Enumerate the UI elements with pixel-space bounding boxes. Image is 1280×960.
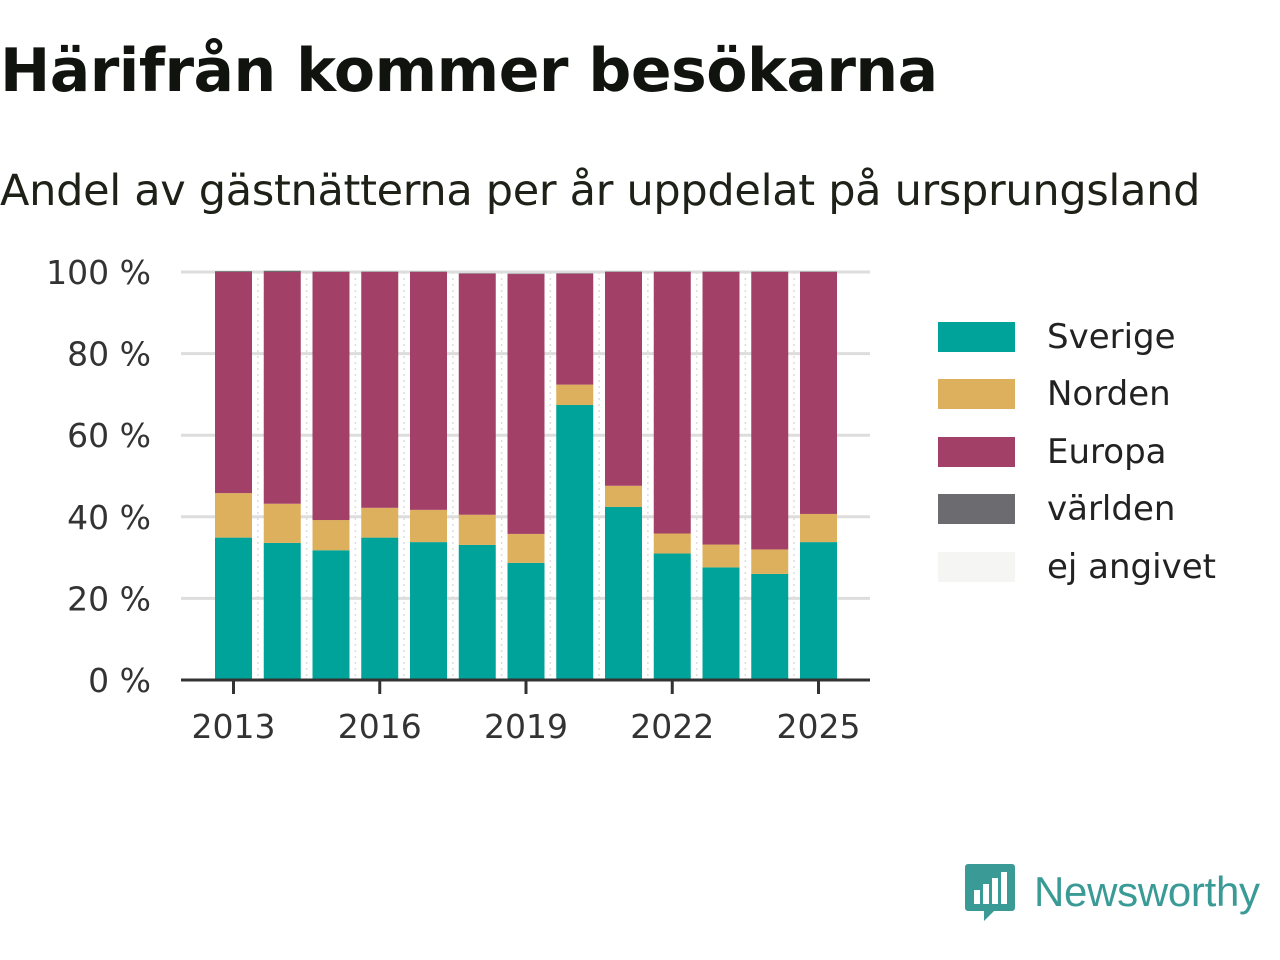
x-tick-label: 2013 <box>192 707 276 746</box>
bar-segment-sverige-2017 <box>410 542 447 680</box>
bar-segment-sverige-2016 <box>361 537 399 680</box>
legend-label: ej angivet <box>1047 546 1216 587</box>
bar-segment-norden-2014 <box>263 503 301 543</box>
bar-segment-sverige-2020 <box>556 405 594 680</box>
legend-swatch <box>938 494 1015 525</box>
bar-segment-europa-2016 <box>361 272 399 508</box>
bar-segment-norden-2021 <box>605 485 642 508</box>
legend-label: Europa <box>1047 431 1167 472</box>
chart-subtitle: Andel av gästnätterna per år uppdelat på… <box>0 166 1201 216</box>
bar-segment-norden-2024 <box>751 549 789 574</box>
x-tick-label: 2022 <box>630 707 714 746</box>
legend-label: världen <box>1047 489 1176 530</box>
bar-segment-sverige-2023 <box>702 567 740 680</box>
bar-segment-norden-2023 <box>702 544 740 568</box>
legend-swatch <box>938 551 1015 582</box>
bar-segment-norden-2018 <box>458 514 496 545</box>
bar-segment-norden-2013 <box>215 493 252 538</box>
bar-segment-europa-2024 <box>751 272 789 550</box>
brand-logo: Newsworthy <box>964 862 1260 922</box>
bar-segment-norden-2020 <box>556 384 594 406</box>
bar-segment-norden-2022 <box>653 533 691 554</box>
x-tick-label: 2025 <box>777 707 861 746</box>
legend-item: världen <box>938 481 1216 539</box>
bar-segment-europa-2021 <box>605 272 642 486</box>
bar-segment-europa-2018 <box>458 273 496 515</box>
bar-segment-sverige-2019 <box>507 562 545 680</box>
bar-segment-sverige-2025 <box>800 542 837 680</box>
chart-legend: Sverige Norden Europa världen ej angivet <box>938 308 1216 596</box>
x-tick-label: 2019 <box>484 707 568 746</box>
legend-item: Europa <box>938 423 1216 481</box>
bar-segment-sverige-2013 <box>215 537 252 680</box>
legend-swatch <box>938 321 1015 352</box>
legend-label: Sverige <box>1047 316 1176 357</box>
bar-segment-sverige-2015 <box>312 550 350 680</box>
bar-segment-sverige-2021 <box>605 507 642 680</box>
bar-segment-europa-2015 <box>312 272 350 521</box>
legend-item: Norden <box>938 366 1216 424</box>
y-tick-label: 100 % <box>46 253 151 292</box>
y-tick-label: 20 % <box>67 579 151 618</box>
chart-title: Härifrån kommer besökarna <box>0 36 938 106</box>
bar-segment-världen-2014 <box>263 270 301 272</box>
legend-item: ej angivet <box>938 538 1216 596</box>
bar-segment-europa-2017 <box>410 272 447 510</box>
legend-swatch <box>938 436 1015 467</box>
axis-layer: 0 % 20 % 40 % 60 % 80 % 100 % 2013 2016 2019 2022… <box>46 253 870 746</box>
y-tick-label: 40 % <box>67 498 151 537</box>
legend-label: Norden <box>1047 374 1171 415</box>
bar-segment-europa-2025 <box>800 272 837 514</box>
bar-chart-speech-bubble-icon <box>965 864 1015 921</box>
y-tick-label: 80 % <box>67 335 151 374</box>
bar-segment-europa-2022 <box>653 272 691 534</box>
bar-segment-sverige-2014 <box>263 542 301 680</box>
y-tick-label: 60 % <box>67 416 151 455</box>
brand-name: Newsworthy <box>1034 868 1260 915</box>
bar-segment-norden-2015 <box>312 520 350 551</box>
bar-segment-sverige-2018 <box>458 544 496 680</box>
legend-item: Sverige <box>938 308 1216 366</box>
bar-segment-europa-2013 <box>215 272 252 494</box>
bar-segment-världen-2013 <box>215 271 252 272</box>
bar-segment-europa-2014 <box>263 272 301 504</box>
legend-swatch <box>938 379 1015 410</box>
bar-segment-norden-2019 <box>507 533 545 563</box>
y-tick-label: 0 % <box>88 661 151 700</box>
bar-segment-sverige-2024 <box>751 573 789 680</box>
bar-segment-norden-2016 <box>361 507 399 538</box>
bars-layer <box>215 270 837 680</box>
bar-segment-norden-2025 <box>800 513 837 543</box>
bar-segment-sverige-2022 <box>653 553 691 680</box>
x-tick-label: 2016 <box>338 707 422 746</box>
bar-segment-europa-2023 <box>702 272 740 545</box>
bar-segment-norden-2017 <box>410 509 447 543</box>
bar-segment-europa-2019 <box>507 274 545 534</box>
bar-segment-europa-2020 <box>556 273 594 385</box>
